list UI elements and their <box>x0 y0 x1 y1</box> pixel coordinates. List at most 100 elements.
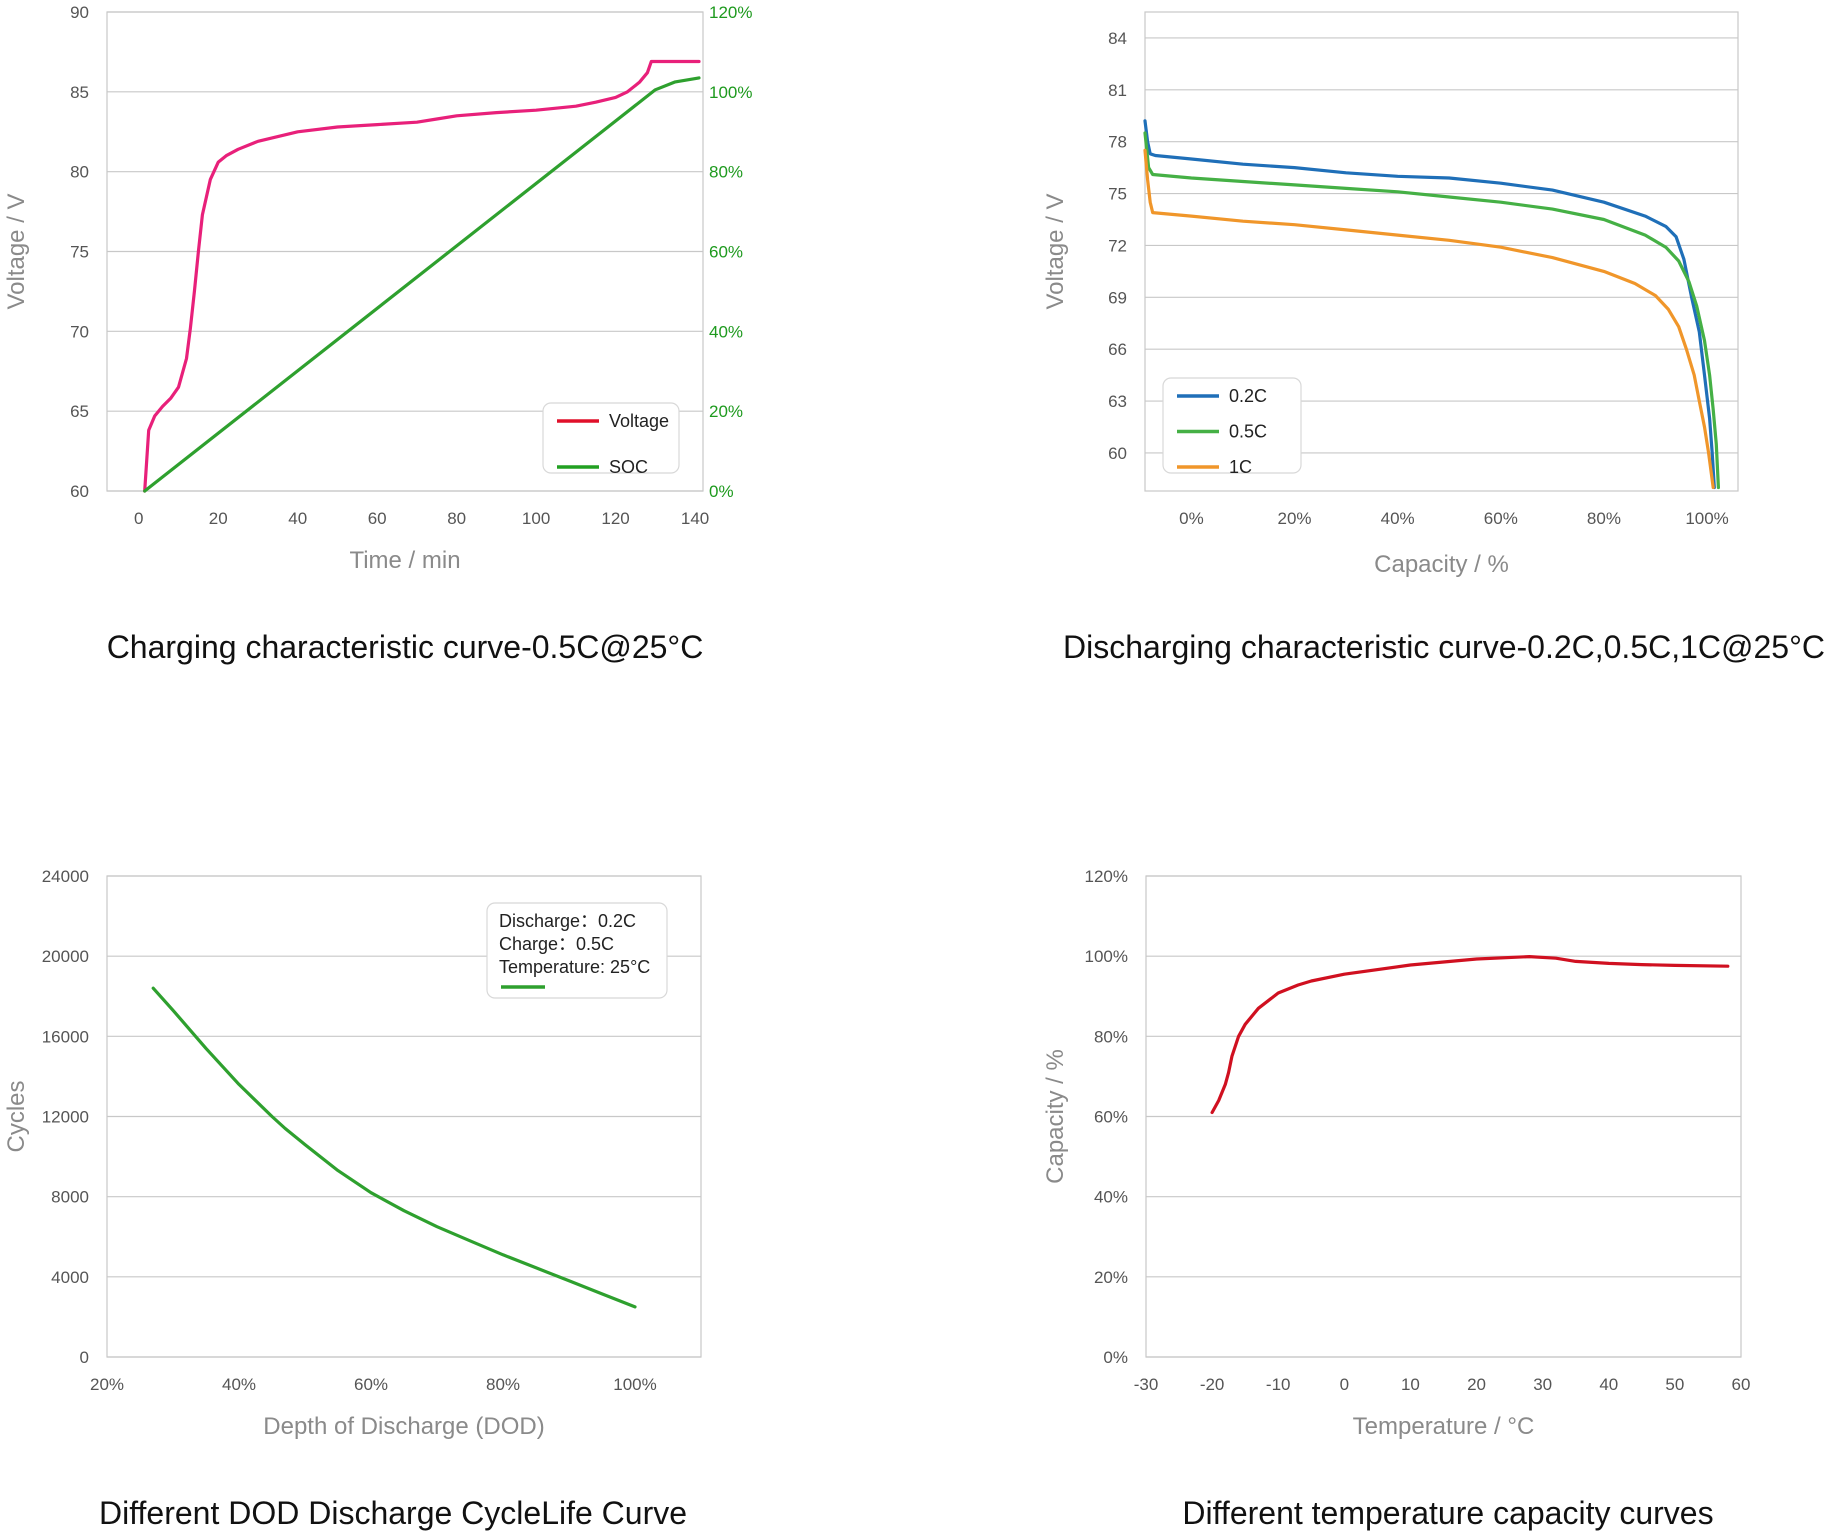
x-tick-label: 60 <box>368 509 387 528</box>
chart-caption: Different DOD Discharge CycleLife Curve <box>99 1495 687 1531</box>
y-tick-label: 16000 <box>42 1027 89 1046</box>
chart-panel-3: 0 4000 8000 12000 16000 20000 24000 20% 40% 60% 80… <box>3 867 702 1531</box>
legend-entry: Temperature: 25°C <box>499 957 650 977</box>
x-tick-label: 10 <box>1401 1375 1420 1394</box>
legend: Voltage SOC <box>542 402 680 477</box>
x-tick-label: 40 <box>288 509 307 528</box>
y-tick-label: 20000 <box>42 947 89 966</box>
y-tick-label: 90 <box>70 3 89 22</box>
x-axis-label: Temperature / °C <box>1353 1413 1535 1440</box>
y2-tick-label: 80% <box>709 163 743 182</box>
y-tick-label: 66 <box>1108 340 1127 359</box>
y-tick-label: 63 <box>1108 392 1127 411</box>
series-line-soc <box>143 76 701 493</box>
x-tick-label: 100% <box>1685 509 1728 528</box>
x-tick-label: 80 <box>447 509 466 528</box>
y2-tick-label: 0% <box>709 482 734 501</box>
chart-panel-2: 60 63 66 69 72 75 78 81 84 0% 20% 40% 60% 80% 100% Capa… <box>1042 11 1825 665</box>
x-tick-label: 0 <box>134 509 143 528</box>
legend-entry: 0.5C <box>1229 422 1267 442</box>
chart-caption: Discharging characteristic curve-0.2C,0.… <box>1063 629 1825 665</box>
x-axis-label: Capacity / % <box>1374 551 1509 578</box>
plot-frame <box>1144 11 1739 492</box>
y-tick-label: 4000 <box>51 1268 89 1287</box>
y2-tick-label: 120% <box>709 3 752 22</box>
y-tick-label: 80% <box>1094 1027 1128 1046</box>
x-axis-label: Time / min <box>349 547 460 574</box>
x-tick-label: 120 <box>601 509 629 528</box>
x-tick-label: 20 <box>1467 1375 1486 1394</box>
x-tick-label: 60% <box>1484 509 1518 528</box>
x-tick-label: 100 <box>522 509 550 528</box>
x-tick-label: 20% <box>1278 509 1312 528</box>
x-tick-label: 0 <box>1340 1375 1349 1394</box>
y-tick-label: 60 <box>1108 444 1127 463</box>
y-tick-label: 84 <box>1108 29 1127 48</box>
legend-entry: 0.2C <box>1229 386 1267 406</box>
x-tick-label: 40 <box>1599 1375 1618 1394</box>
y-tick-label: 100% <box>1085 947 1128 966</box>
y-tick-label: 0 <box>80 1348 89 1367</box>
y-tick-label: 24000 <box>42 867 89 886</box>
y-axis-label: Capacity / % <box>1042 1049 1069 1184</box>
y-tick-label: 75 <box>1108 185 1127 204</box>
plot-frame <box>1145 875 1742 1358</box>
x-tick-label: -10 <box>1266 1375 1291 1394</box>
chart-caption: Charging characteristic curve-0.5C@25°C <box>107 629 704 665</box>
x-tick-label: 0% <box>1179 509 1204 528</box>
y-tick-label: 69 <box>1108 288 1127 307</box>
y-tick-label: 8000 <box>51 1188 89 1207</box>
x-tick-label: 80% <box>1587 509 1621 528</box>
y-tick-label: 0% <box>1103 1348 1128 1367</box>
legend-entry: Voltage <box>609 411 669 431</box>
y-tick-label: 20% <box>1094 1268 1128 1287</box>
y-tick-label: 60% <box>1094 1108 1128 1127</box>
chart-caption: Different temperature capacity curves <box>1182 1495 1713 1531</box>
y-tick-label: 85 <box>70 83 89 102</box>
x-axis-label: Depth of Discharge (DOD) <box>263 1413 544 1440</box>
series-line-1 <box>151 986 637 1309</box>
series-line-0-2c <box>1143 119 1716 490</box>
legend-entry: 1C <box>1229 457 1252 477</box>
x-tick-label: 20 <box>209 509 228 528</box>
legend-entry: Discharge：0.2C <box>499 911 636 931</box>
legend-box <box>1162 377 1302 474</box>
legend-entry: Charge：0.5C <box>499 934 614 954</box>
x-tick-label: 100% <box>613 1375 656 1394</box>
y-axis-label: Cycles <box>3 1080 30 1152</box>
chart-panel-1: 60 65 70 75 80 85 90 0% 20% 40% 60% 80% 100% 120% 0 20 4… <box>3 3 752 665</box>
plot-frame <box>106 875 702 1358</box>
x-tick-label: 80% <box>486 1375 520 1394</box>
y-tick-label: 12000 <box>42 1108 89 1127</box>
y-axis-label: Voltage / V <box>3 193 30 309</box>
y-tick-label: 70 <box>70 322 89 341</box>
x-tick-label: 20% <box>90 1375 124 1394</box>
legend: Discharge：0.2C Charge：0.5C Temperature: 25… <box>486 902 668 999</box>
y2-tick-label: 100% <box>709 83 752 102</box>
chart-panel-4: 0% 20% 40% 60% 80% 100% 120% -30 -20 -10 0 10 20 30 40… <box>1042 867 1750 1531</box>
x-tick-label: 140 <box>681 509 709 528</box>
series-line-voltage <box>143 59 701 493</box>
y-tick-label: 60 <box>70 482 89 501</box>
x-tick-label: 40% <box>1381 509 1415 528</box>
y-tick-label: 72 <box>1108 236 1127 255</box>
y2-tick-label: 20% <box>709 402 743 421</box>
y-tick-label: 75 <box>70 243 89 262</box>
legend: 0.2C 0.5C 1C <box>1162 377 1302 477</box>
x-tick-label: 50 <box>1665 1375 1684 1394</box>
x-tick-label: 30 <box>1533 1375 1552 1394</box>
x-tick-label: 60% <box>354 1375 388 1394</box>
y-tick-label: 80 <box>70 163 89 182</box>
x-tick-label: -30 <box>1134 1375 1159 1394</box>
y-tick-label: 78 <box>1108 133 1127 152</box>
y-tick-label: 81 <box>1108 81 1127 100</box>
series-line-1c <box>1143 148 1715 490</box>
legend-box <box>486 902 668 999</box>
series-line-1 <box>1210 954 1730 1115</box>
x-tick-label: 40% <box>222 1375 256 1394</box>
series-line-0-5c <box>1143 131 1721 490</box>
y2-tick-label: 60% <box>709 243 743 262</box>
y-tick-label: 120% <box>1085 867 1128 886</box>
y2-tick-label: 40% <box>709 322 743 341</box>
